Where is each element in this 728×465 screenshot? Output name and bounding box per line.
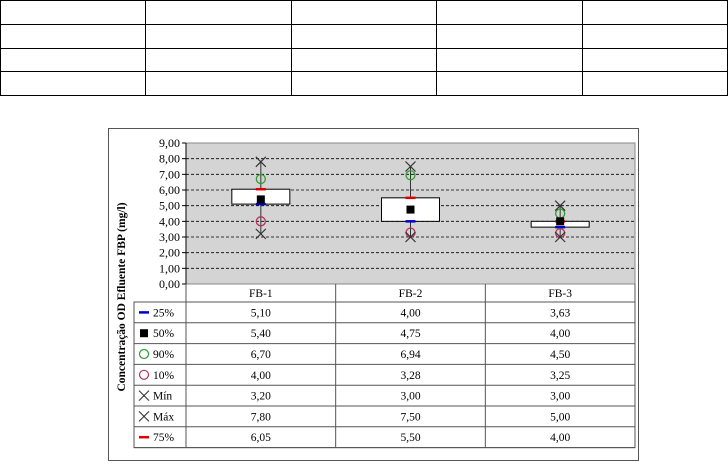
y-tick-label: 6,00: [159, 183, 180, 197]
legend-key-p90: [138, 348, 150, 360]
y-tick-label: 7,00: [159, 167, 180, 181]
max-marker: [554, 200, 566, 212]
legend-circle: [138, 369, 150, 380]
legend-key-p10: [138, 369, 150, 380]
x-stroke: [554, 231, 566, 243]
chart-canvas: 0,001,002,003,004,005,006,007,008,009,00…: [116, 136, 636, 449]
max-marker: [255, 156, 267, 168]
min-marker: [554, 231, 566, 243]
series-name: 25%: [153, 307, 175, 319]
category-label: FB-3: [548, 288, 572, 300]
box-group-fb-2: [381, 161, 440, 243]
y-tick-label: 1,00: [159, 261, 180, 275]
data-label: 4,50: [550, 349, 570, 361]
y-axis-title: Concentração OD Efluente FBP (mg/l): [116, 202, 128, 391]
x-stroke: [405, 161, 416, 172]
data-label: 4,00: [251, 370, 271, 382]
legend-x: [138, 411, 150, 422]
data-label: 6,05: [251, 432, 271, 444]
category-label: FB-2: [399, 288, 423, 300]
legend-key-p50: [140, 329, 148, 338]
data-label: 3,00: [400, 391, 420, 403]
y-tick-label: 4,00: [159, 214, 180, 228]
data-label: 4,00: [550, 328, 570, 340]
data-label: 3,20: [251, 391, 271, 403]
legend-circle: [138, 348, 150, 360]
legend-x: [138, 390, 150, 401]
p90-marker: [405, 170, 416, 181]
box-group-fb-3: [530, 200, 590, 243]
data-label: 5,50: [400, 432, 420, 444]
p50-marker: [556, 217, 565, 226]
series-name: 90%: [153, 349, 175, 361]
y-tick-label: 2,00: [159, 246, 180, 260]
y-tick-label: 0,00: [159, 277, 180, 291]
max-marker: [405, 161, 416, 172]
min-marker: [255, 228, 267, 240]
category-label: FB-1: [249, 288, 273, 300]
header-empty-table: [0, 0, 728, 96]
data-label: 4,00: [400, 307, 420, 319]
box-group-fb-1: [231, 156, 291, 240]
legend-key-min: [138, 390, 150, 401]
data-label: 6,70: [251, 349, 271, 361]
series-name: 75%: [153, 432, 175, 444]
data-label: 3,00: [550, 391, 570, 403]
x-stroke: [554, 200, 566, 212]
legend-key-max: [138, 411, 150, 422]
min-marker: [405, 231, 416, 243]
p50-marker: [406, 205, 415, 214]
x-stroke: [405, 231, 416, 243]
y-tick-label: 5,00: [159, 199, 180, 213]
data-label: 5,10: [251, 307, 271, 319]
p50-marker: [256, 195, 265, 204]
data-label: 5,40: [251, 328, 271, 340]
series-name: Mín: [153, 391, 172, 403]
data-label: 4,75: [400, 328, 420, 340]
x-stroke: [255, 228, 267, 240]
series-name: Máx: [153, 411, 174, 423]
y-tick-label: 8,00: [159, 152, 180, 166]
data-label: 5,00: [550, 411, 570, 423]
data-label: 3,63: [550, 307, 570, 319]
series-name: 10%: [153, 370, 175, 382]
x-stroke: [255, 156, 267, 168]
p10-marker: [255, 216, 266, 227]
y-tick-label: 9,00: [159, 136, 180, 150]
y-tick-label: 3,00: [159, 230, 180, 244]
data-label: 7,50: [400, 411, 420, 423]
data-label: 4,00: [550, 432, 570, 444]
series-name: 50%: [153, 328, 175, 340]
legend-square: [140, 329, 148, 338]
data-label: 7,80: [251, 411, 271, 423]
box-plot-chart: 0,00 1,00 2,00 3,00 4,00 5,00 6,00 7,00 8,00 9,00…: [108, 128, 639, 461]
data-label: 3,25: [550, 370, 570, 382]
p90-marker: [255, 173, 266, 185]
data-label: 3,28: [400, 370, 420, 382]
data-label: 6,94: [400, 349, 420, 361]
